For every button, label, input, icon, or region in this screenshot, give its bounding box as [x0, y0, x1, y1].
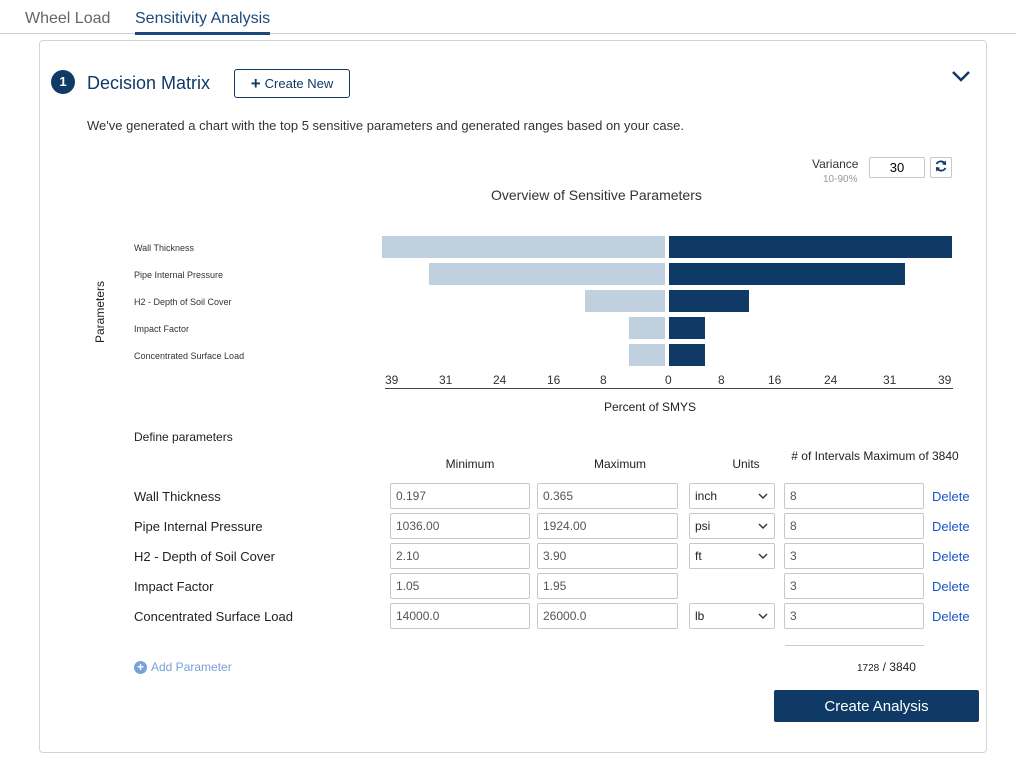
delete-link[interactable]: Delete: [932, 549, 970, 564]
bar-low: [628, 317, 665, 339]
x-tick-label: 39: [938, 373, 952, 387]
define-parameters-title: Define parameters: [134, 430, 233, 444]
x-tick-label: 39: [385, 373, 399, 387]
maximum-input[interactable]: 1924.00: [537, 513, 678, 539]
chart-category-label: Wall Thickness: [134, 243, 195, 253]
section-title: Decision Matrix: [87, 73, 211, 93]
refresh-button[interactable]: [930, 157, 952, 178]
x-tick-label: 8: [718, 373, 725, 387]
plus-icon: +: [250, 73, 261, 93]
maximum-input[interactable]: 3.90: [537, 543, 678, 569]
units-value: ft: [695, 549, 702, 563]
x-tick-label: 24: [824, 373, 838, 387]
tab-wheel-load[interactable]: Wheel Load: [25, 10, 111, 27]
chart-category-label: Concentrated Surface Load: [134, 351, 245, 361]
chart-x-axis: [385, 388, 953, 389]
decision-matrix-card: [39, 40, 987, 753]
units-value: lb: [695, 609, 705, 623]
bar-low: [429, 263, 665, 285]
chart-title: Overview of Sensitive Parameters: [491, 187, 702, 203]
delete-link[interactable]: Delete: [932, 519, 970, 534]
bar-high: [669, 290, 749, 312]
delete-link[interactable]: Delete: [932, 609, 970, 624]
tab-sensitivity-analysis[interactable]: Sensitivity Analysis: [135, 10, 271, 35]
add-parameter-button[interactable]: + Add Parameter: [134, 660, 232, 674]
chevron-down-icon: [758, 613, 768, 619]
units-select[interactable]: inch: [689, 483, 775, 509]
chevron-down-icon[interactable]: [950, 66, 972, 86]
bar-low: [585, 290, 665, 312]
param-row-label: Concentrated Surface Load: [134, 609, 293, 624]
x-tick-label: 0: [665, 373, 672, 387]
maximum-input[interactable]: 26000.0: [537, 603, 678, 629]
intervals-input[interactable]: 3: [784, 543, 924, 569]
refresh-icon: [935, 160, 947, 172]
create-new-label: Create New: [264, 75, 334, 91]
chart-y-axis-label: Parameters: [93, 280, 107, 344]
chevron-down-icon: [758, 493, 768, 499]
intervals-input[interactable]: 3: [784, 603, 924, 629]
x-tick-label: 16: [547, 373, 561, 387]
minimum-input[interactable]: 1.05: [390, 573, 530, 599]
bar-high: [669, 263, 905, 285]
x-tick-label: 31: [883, 373, 897, 387]
bar-high: [669, 344, 706, 366]
units-select[interactable]: lb: [689, 603, 775, 629]
minimum-input[interactable]: 0.197: [390, 483, 530, 509]
column-header-minimum: Minimum: [445, 457, 495, 471]
intro-text: We've generated a chart with the top 5 s…: [87, 118, 684, 133]
minimum-input[interactable]: 14000.0: [390, 603, 530, 629]
chevron-down-icon: [758, 523, 768, 529]
x-tick-label: 31: [439, 373, 453, 387]
add-parameter-label: Add Parameter: [151, 660, 232, 674]
chart-x-axis-label: Percent of SMYS: [604, 400, 697, 414]
x-tick-label: 16: [768, 373, 782, 387]
intervals-separator: /: [879, 660, 890, 674]
column-header-maximum: Maximum: [593, 457, 646, 471]
minimum-input[interactable]: 2.10: [390, 543, 530, 569]
units-value: inch: [695, 489, 718, 503]
units-select[interactable]: ft: [689, 543, 775, 569]
intervals-max: 3840: [889, 660, 916, 674]
minimum-input[interactable]: 1036.00: [390, 513, 530, 539]
intervals-used: 1728: [857, 663, 880, 674]
chart-category-label: Impact Factor: [134, 324, 190, 334]
create-analysis-button[interactable]: Create Analysis: [774, 690, 979, 722]
bar-low: [382, 236, 665, 258]
intervals-divider: [785, 645, 924, 646]
x-tick-label: 8: [600, 373, 607, 387]
param-row-label: Pipe Internal Pressure: [134, 519, 263, 534]
chart-category-label: Pipe Internal Pressure: [134, 270, 224, 280]
maximum-input[interactable]: 1.95: [537, 573, 678, 599]
intervals-input[interactable]: 8: [784, 483, 924, 509]
delete-link[interactable]: Delete: [932, 579, 970, 594]
x-tick-label: 24: [493, 373, 507, 387]
tab-bar: Wheel Load Sensitivity Analysis: [0, 0, 1016, 35]
param-row-label: Wall Thickness: [134, 489, 221, 504]
chart-category-label: H2 - Depth of Soil Cover: [134, 297, 232, 307]
units-value: psi: [695, 519, 711, 533]
plus-circle-icon: +: [134, 661, 147, 674]
intervals-input[interactable]: 8: [784, 513, 924, 539]
bar-high: [669, 236, 952, 258]
delete-link[interactable]: Delete: [932, 489, 970, 504]
maximum-input[interactable]: 0.365: [537, 483, 678, 509]
variance-hint: 10-90%: [823, 174, 858, 185]
intervals-input[interactable]: 3: [784, 573, 924, 599]
param-row-label: Impact Factor: [134, 579, 214, 594]
bar-high: [669, 317, 706, 339]
intervals-total: 1728 / 3840: [857, 660, 916, 674]
create-new-button[interactable]: + Create New: [234, 69, 350, 98]
param-row-label: H2 - Depth of Soil Cover: [134, 549, 275, 564]
column-header-intervals: # of Intervals Maximum of 3840: [791, 449, 959, 463]
column-header-units: Units: [732, 457, 760, 471]
variance-input[interactable]: [869, 157, 925, 178]
bar-low: [628, 344, 665, 366]
variance-label: Variance: [812, 157, 859, 171]
step-number-badge: 1: [51, 70, 75, 94]
chevron-down-icon: [758, 553, 768, 559]
units-select[interactable]: psi: [689, 513, 775, 539]
